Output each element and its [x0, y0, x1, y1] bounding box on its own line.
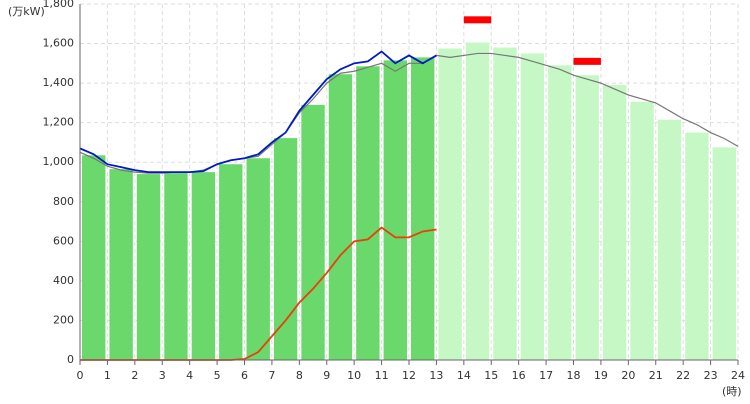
bar [465, 42, 490, 361]
bar [109, 169, 133, 360]
bar [246, 158, 270, 360]
x-tick-label: 13 [429, 369, 443, 382]
y-tick-label: 0 [67, 353, 74, 366]
bar [136, 174, 161, 360]
x-tick-label: 20 [621, 369, 635, 382]
bar [520, 53, 545, 360]
x-tick-label: 24 [731, 369, 745, 382]
y-unit-label: (万kW) [8, 5, 45, 18]
bar [602, 85, 627, 360]
bar [685, 132, 709, 360]
bar [301, 104, 325, 360]
bar [191, 172, 216, 360]
x-tick-label: 15 [484, 369, 498, 382]
y-tick-label: 1,600 [43, 37, 75, 50]
y-tick-label: 1,200 [43, 116, 75, 129]
x-unit-label: (時) [722, 385, 742, 398]
bar [411, 57, 435, 361]
y-tick-label: 800 [53, 195, 74, 208]
line-series [79, 50, 437, 174]
bar [630, 101, 654, 361]
x-tick-label: 14 [457, 369, 471, 382]
x-tick-label: 1 [104, 369, 111, 382]
x-tick-label: 23 [704, 369, 718, 382]
x-tick-label: 5 [214, 369, 221, 382]
x-tick-label: 3 [159, 369, 166, 382]
x-tick-label: 6 [241, 369, 248, 382]
x-tick-label: 9 [323, 369, 330, 382]
y-tick-label: 1,000 [43, 155, 75, 168]
x-tick-label: 12 [402, 369, 416, 382]
bar [164, 173, 188, 360]
bar [383, 60, 407, 360]
bar [438, 48, 462, 360]
y-tick-label: 200 [53, 313, 74, 326]
peak-marker [573, 57, 601, 65]
x-tick-label: 18 [567, 369, 581, 382]
x-tick-label: 19 [594, 369, 608, 382]
x-tick-label: 4 [186, 369, 193, 382]
bar [273, 138, 298, 360]
bar [219, 164, 243, 360]
y-tick-label: 1,800 [43, 0, 75, 10]
y-tick-label: 1,400 [43, 76, 75, 89]
bar [712, 147, 736, 360]
x-tick-label: 2 [131, 369, 138, 382]
bar [356, 66, 380, 361]
bar [548, 65, 572, 361]
x-tick-label: 17 [539, 369, 553, 382]
y-tick-label: 600 [53, 234, 74, 247]
x-tick-label: 16 [512, 369, 526, 382]
x-tick-label: 11 [375, 369, 389, 382]
bar [657, 119, 682, 360]
bar [493, 47, 517, 361]
x-tick-label: 0 [77, 369, 84, 382]
x-tick-label: 22 [676, 369, 690, 382]
bar [328, 74, 353, 360]
x-tick-label: 10 [347, 369, 361, 382]
y-tick-label: 400 [53, 274, 74, 287]
bar [575, 75, 599, 360]
x-tick-label: 21 [649, 369, 663, 382]
x-tick-label: 7 [268, 369, 275, 382]
x-tick-label: 8 [296, 369, 303, 382]
peak-marker [463, 16, 492, 24]
bar [82, 155, 106, 360]
